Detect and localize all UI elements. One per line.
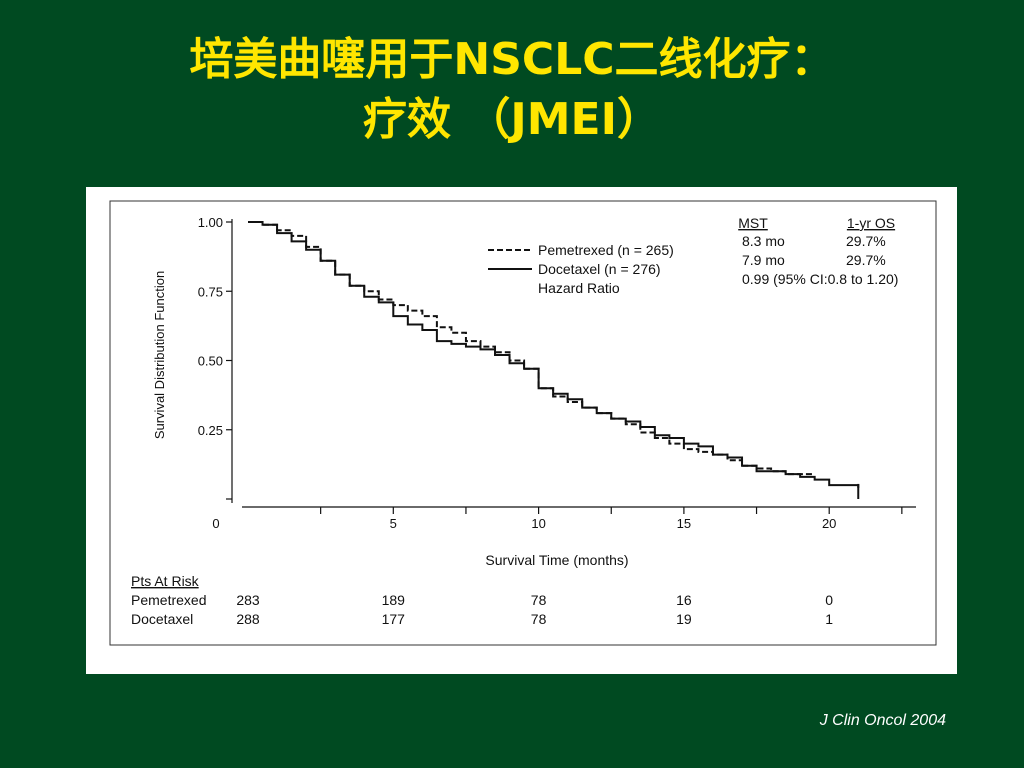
stats-mst-docetaxel: 7.9 mo: [742, 252, 785, 268]
stats-hazard-ratio-value: 0.99 (95% CI:0.8 to 1.20): [742, 271, 898, 287]
citation: J Clin Oncol 2004: [819, 712, 946, 729]
pts-at-risk-value: 1: [825, 611, 833, 627]
survival-chart: 1.000.750.500.250 5 10 15 20 Survival Distri…: [109, 200, 937, 646]
pts-at-risk-value: 16: [676, 592, 692, 608]
y-tick-label: 1.00: [198, 215, 223, 230]
pts-at-risk-label-docetaxel: Docetaxel: [131, 611, 193, 627]
pts-at-risk-value: 0: [825, 592, 833, 608]
x-tick-label: 15: [677, 516, 691, 531]
pts-at-risk-value: 189: [382, 592, 406, 608]
slide-title-line-2: 疗效 （JMEI）: [363, 94, 661, 145]
pts-at-risk-value: 177: [382, 611, 406, 627]
stats-header-mst: MST: [738, 215, 768, 231]
legend-label-docetaxel: Docetaxel (n = 276): [538, 261, 661, 277]
stats-header-1yr-os: 1-yr OS: [847, 215, 895, 231]
slide-title-line-1: 培美曲噻用于NSCLC二线化疗：: [189, 34, 835, 85]
chart-panel: 1.00 0.75 0.50 0.25 0 5 10 15 20 Survival Distri…: [86, 187, 957, 674]
legend-hazard-ratio-label: Hazard Ratio: [538, 280, 620, 296]
pts-at-risk-value: 78: [531, 611, 547, 627]
x-tick-label: 0: [212, 516, 219, 531]
x-axis-label: Survival Time (months): [485, 552, 628, 568]
pts-at-risk-label-pemetrexed: Pemetrexed: [131, 592, 206, 608]
y-tick-label: 0.75: [198, 284, 223, 299]
stats-os-pemetrexed: 29.7%: [846, 233, 886, 249]
slide-title: 培美曲噻用于NSCLC二线化疗： 疗效 （JMEI）: [0, 30, 1024, 150]
stats-table: MST 1-yr OS 8.3 mo 29.7% 7.9 mo 29.7% 0.…: [738, 215, 898, 287]
y-tick-label: 0.50: [198, 354, 223, 369]
pts-at-risk-value: 288: [236, 611, 260, 627]
chart-frame: [109, 200, 937, 646]
chart-curves: [248, 221, 860, 499]
pts-at-risk-value: 19: [676, 611, 692, 627]
stats-os-docetaxel: 29.7%: [846, 252, 886, 268]
series-line-docetaxel: [248, 221, 860, 488]
y-axis-label: Survival Distribution Function: [152, 271, 167, 439]
pts-at-risk-value: 78: [531, 592, 547, 608]
chart-legend: Pemetrexed (n = 265) Docetaxel (n = 276)…: [488, 242, 674, 296]
chart-axes: 1.00 0.75 0.50 0.25 0 5 10 15 20: [198, 215, 916, 531]
pts-at-risk-title: Pts At Risk: [131, 573, 200, 589]
pts-at-risk-table: Pts At Risk Pemetrexed Docetaxel 283 189 7…: [131, 573, 833, 627]
x-tick-label: 5: [390, 516, 397, 531]
legend-label-pemetrexed: Pemetrexed (n = 265): [538, 242, 674, 258]
y-tick-label: 0.25: [198, 423, 223, 438]
stats-mst-pemetrexed: 8.3 mo: [742, 233, 785, 249]
pts-at-risk-value: 283: [236, 592, 260, 608]
x-tick-label: 10: [531, 516, 545, 531]
pts-at-risk-values: 283 189 78 16 0 288 177 78 19 1: [236, 592, 833, 627]
x-tick-label: 20: [822, 516, 836, 531]
